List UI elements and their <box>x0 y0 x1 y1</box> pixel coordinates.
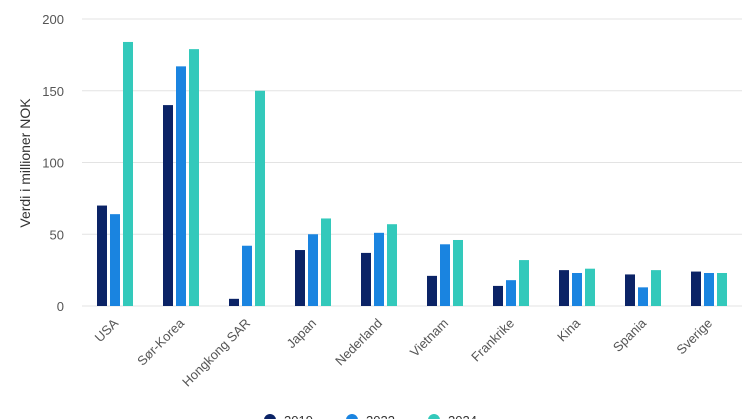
bar-2019-Japan <box>295 250 305 306</box>
bar-2019-Spania <box>625 274 635 306</box>
bar-2023-Japan <box>308 234 318 306</box>
bar-2024-Frankrike <box>519 260 529 306</box>
bar-2023-Vietnam <box>440 244 450 306</box>
bar-2024-Spania <box>651 270 661 306</box>
x-tick-label: Spania <box>610 315 650 355</box>
x-tick-label: Hongkong SAR <box>179 316 253 390</box>
legend-marker-2019 <box>264 414 276 419</box>
x-tick-label: Kina <box>554 315 584 345</box>
y-tick-label: 100 <box>42 156 64 171</box>
x-tick-label: Japan <box>283 316 319 352</box>
bar-2019-Nederland <box>361 252 371 306</box>
legend-marker-2024 <box>428 414 440 419</box>
bar-2019-Vietnam <box>427 275 437 306</box>
bar-2024-USA <box>123 41 133 307</box>
bar-2023-Hongkong SAR <box>242 245 252 306</box>
x-tick-label: Sverige <box>673 316 715 358</box>
bar-2019-Sverige <box>691 271 701 306</box>
bar-2023-Sør-Korea <box>176 66 186 306</box>
bar-2024-Japan <box>321 218 331 306</box>
y-tick-label: 150 <box>42 84 64 99</box>
bar-2023-Frankrike <box>506 280 516 306</box>
y-axis-title: Verdi i millioner NOK <box>17 98 33 228</box>
bars <box>97 41 727 307</box>
x-tick-label: Vietnam <box>407 316 451 360</box>
x-tick-label: Nederland <box>332 316 385 369</box>
bar-2019-Hongkong SAR <box>229 298 239 306</box>
legend: 2019 2023 2024 <box>264 413 477 419</box>
bar-2019-Frankrike <box>493 285 503 306</box>
bar-2019-USA <box>97 205 107 306</box>
bar-2023-USA <box>110 214 120 306</box>
bar-2023-Kina <box>572 272 582 306</box>
x-tick-label: USA <box>92 315 122 345</box>
bar-2024-Sverige <box>717 272 727 306</box>
y-tick-labels: 0 50 100 150 200 <box>42 12 64 314</box>
legend-label-2023: 2023 <box>366 413 395 419</box>
y-tick-label: 200 <box>42 12 64 27</box>
bar-2024-Sør-Korea <box>189 49 199 306</box>
bar-2019-Sør-Korea <box>163 105 173 306</box>
legend-label-2019: 2019 <box>284 413 313 419</box>
bar-2023-Nederland <box>374 232 384 306</box>
y-tick-label: 50 <box>50 227 64 242</box>
x-tick-label: Sør-Korea <box>134 315 188 369</box>
bar-2024-Kina <box>585 268 595 306</box>
x-tick-label: Frankrike <box>468 316 517 365</box>
legend-marker-2023 <box>346 414 358 419</box>
bar-2019-Kina <box>559 270 569 306</box>
bar-2024-Vietnam <box>453 239 463 306</box>
bar-2024-Hongkong SAR <box>255 90 265 306</box>
bar-2023-Sverige <box>704 272 714 306</box>
bar-2024-Nederland <box>387 224 397 306</box>
bar-2023-Spania <box>638 287 648 306</box>
y-tick-label: 0 <box>57 299 64 314</box>
legend-label-2024: 2024 <box>448 413 477 419</box>
